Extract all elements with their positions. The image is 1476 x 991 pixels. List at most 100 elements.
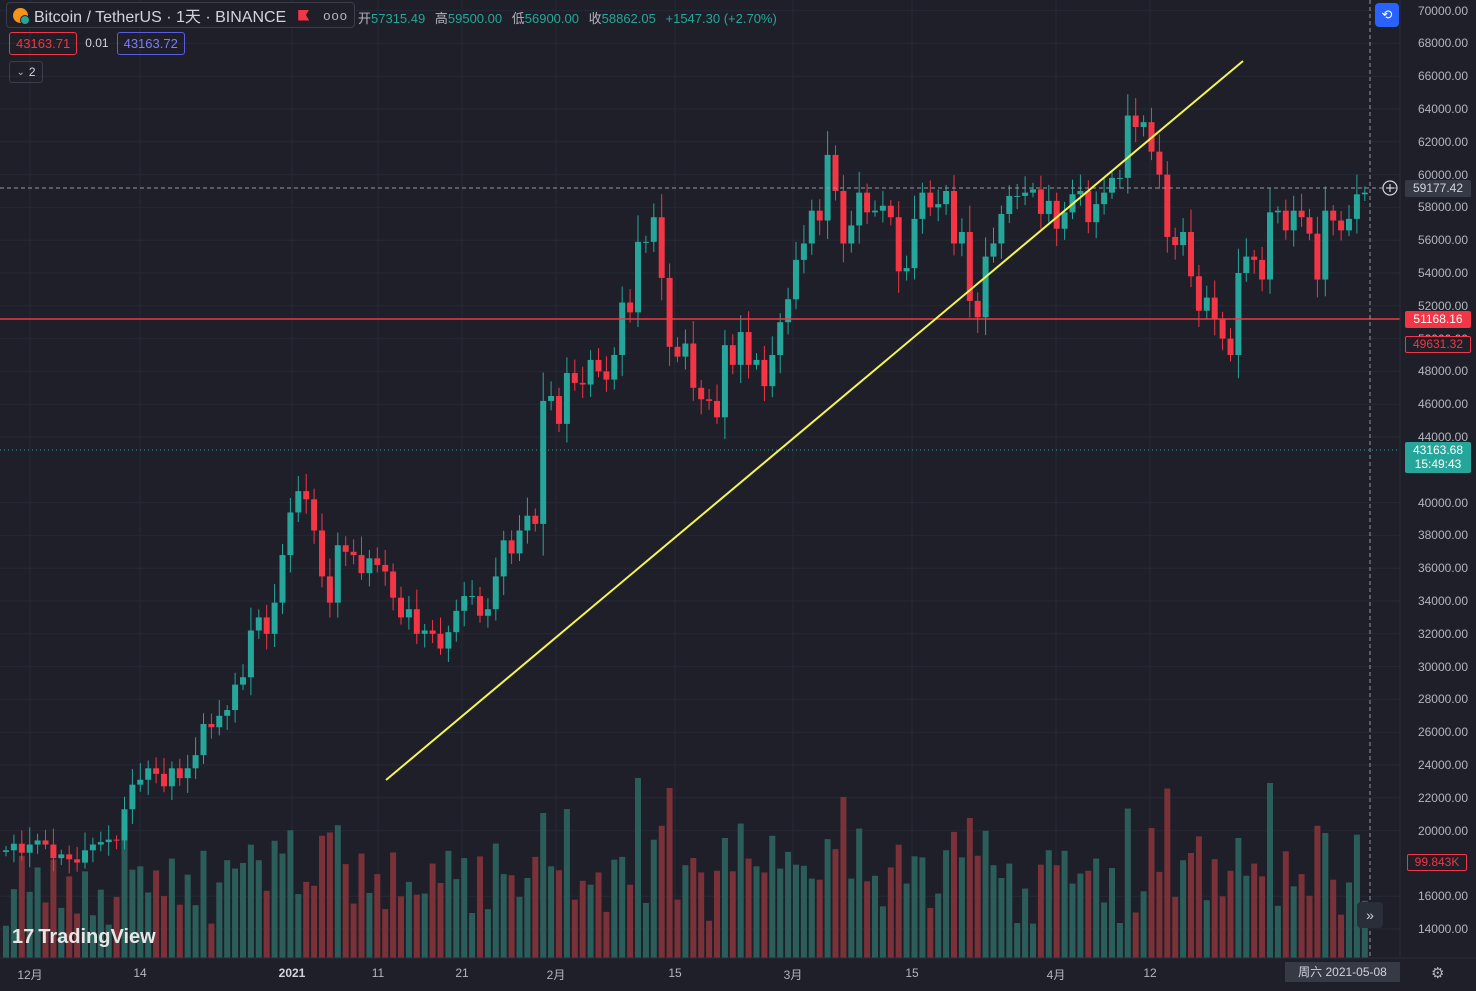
volume-bar (974, 855, 981, 958)
candle-body (706, 399, 713, 401)
volume-bar (840, 796, 847, 958)
volume-bar (1243, 875, 1250, 958)
candle-body (224, 710, 231, 716)
candle-body (287, 512, 294, 556)
volume-bar (919, 857, 926, 958)
volume-bar (642, 903, 649, 958)
volume-bar (785, 851, 792, 958)
candle-body (66, 854, 73, 860)
volume-bar (1077, 873, 1084, 958)
candle-body (927, 192, 934, 208)
price-tick-label: 64000.00 (1417, 102, 1468, 116)
close-value: 58862.05 (601, 11, 656, 26)
volume-bar (311, 885, 318, 958)
candle-body (216, 715, 223, 728)
volume-bar (1045, 850, 1052, 958)
volume-bar (129, 869, 136, 958)
sell-button[interactable]: 43163.71 (9, 31, 78, 55)
candle-body (334, 545, 341, 603)
time-tick-label: 4月 (1046, 968, 1066, 982)
volume-bar (153, 870, 160, 958)
volume-bar (445, 850, 452, 958)
candle-body (97, 842, 104, 845)
candle-body (524, 515, 531, 531)
candle-body (1116, 177, 1123, 179)
candle-body (192, 755, 199, 769)
candle-body (200, 724, 207, 756)
candle-body (50, 844, 57, 859)
tradingview-logo: 17 TradingView (12, 926, 156, 949)
candle-body (1180, 232, 1187, 246)
candle-body (508, 540, 515, 554)
gear-icon[interactable]: ⚙ (1431, 965, 1445, 982)
volume-bar (1140, 891, 1147, 958)
change-value: +1547.30 (+2.70%) (665, 11, 777, 26)
volume-bar (1085, 870, 1092, 958)
volume-bar (492, 843, 499, 958)
volume-bar (1274, 905, 1281, 958)
price-tick-label: 28000.00 (1417, 692, 1468, 707)
candle-body (642, 241, 649, 243)
volume-bar (1211, 859, 1218, 958)
volume-bar (1093, 858, 1100, 958)
candle-body (161, 773, 167, 787)
indicators-toggle[interactable]: ⌄ 2 (9, 61, 43, 83)
candle-body (145, 768, 152, 780)
candle-body (1274, 210, 1281, 213)
volume-bar (208, 923, 215, 958)
candle-body (89, 844, 96, 851)
volume-bar (619, 856, 626, 958)
price-tick-label: 62000.00 (1417, 134, 1468, 149)
candle-body (247, 630, 254, 678)
candle-body (1267, 212, 1273, 280)
volume-bar (571, 899, 578, 958)
candle-body (966, 232, 973, 301)
price-tick-label: 30000.00 (1417, 659, 1468, 674)
ohlc-values: 开57315.49 高59500.00 低56900.00 收58862.05 … (358, 8, 777, 27)
replay-icon[interactable]: ⟲ (1375, 3, 1399, 27)
symbol-selector[interactable]: Bitcoin / TetherUS · 1天 · BINANCE ooo (6, 2, 355, 28)
candle-body (540, 400, 547, 524)
time-tick-label: 12 (1143, 966, 1157, 980)
volume-bar (745, 858, 752, 958)
volume-bar (1346, 882, 1352, 958)
candle-body (413, 609, 420, 634)
candle-body (137, 779, 144, 785)
candle-body (279, 555, 286, 603)
price-tick-label: 32000.00 (1417, 626, 1468, 641)
volume-bar (1014, 923, 1021, 958)
volume-bar (1109, 868, 1115, 958)
volume-bar (848, 878, 855, 958)
volume-bar (611, 859, 618, 958)
buy-button[interactable]: 43163.72 (116, 31, 185, 55)
candle-body (1061, 212, 1068, 229)
crosshair-add-icon[interactable] (1382, 180, 1398, 196)
candle-body (943, 191, 950, 205)
open-label: 开 (358, 11, 372, 26)
tradingview-logo-text: TradingView (38, 926, 156, 948)
volume-bar (879, 906, 886, 958)
candle-body (627, 302, 634, 313)
volume-bar (82, 871, 88, 958)
more-icon[interactable]: ooo (323, 7, 348, 23)
candle-body (895, 217, 902, 272)
bitcoin-icon (13, 7, 30, 25)
candle-body (563, 373, 570, 424)
flag-icon[interactable] (298, 9, 310, 21)
volume-bar (966, 818, 973, 958)
candle-body (113, 839, 120, 841)
candle-body (548, 396, 555, 401)
volume-bar (477, 856, 483, 958)
candle-body (445, 632, 452, 649)
chart-grid (0, 0, 1400, 958)
volume-bar (358, 853, 365, 958)
candle-body (1132, 115, 1139, 128)
price-tick-label: 24000.00 (1417, 758, 1468, 772)
candle-body (800, 243, 807, 260)
scroll-to-realtime-button[interactable]: » (1357, 902, 1383, 928)
candle-body (1093, 204, 1100, 223)
volume-bar (74, 913, 81, 958)
volume-bar (350, 903, 357, 958)
candle-body (398, 597, 404, 618)
